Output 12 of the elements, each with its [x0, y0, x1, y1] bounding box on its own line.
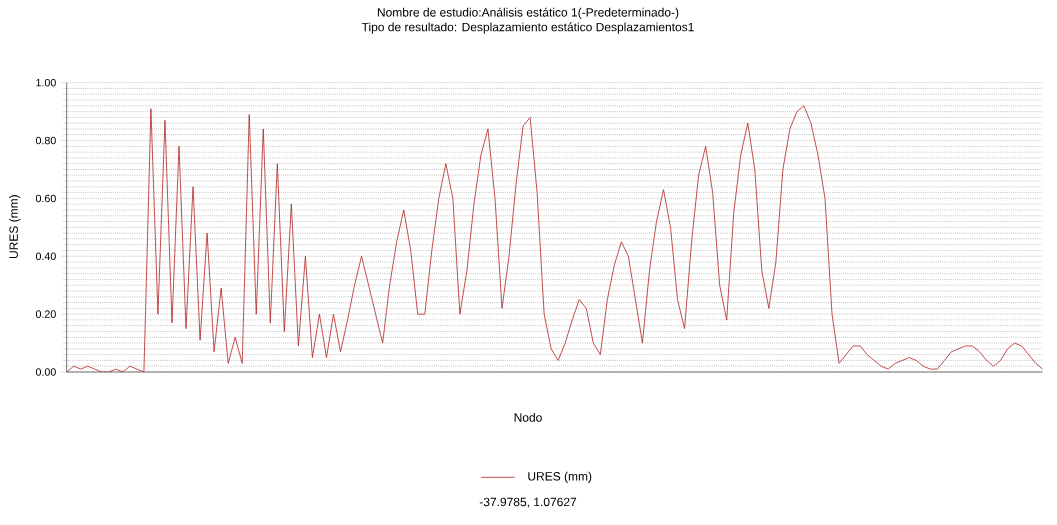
text: -37.9785, 1.07627: [479, 497, 577, 508]
y-tick-label: 0.40: [35, 252, 56, 261]
y-tick-label: 0.00: [35, 368, 56, 376]
y-tick-label: 0.20: [35, 310, 56, 318]
chart-subtitle: Tipo de resultado: Desplazamiento estático Desplazamientos1: [361, 22, 694, 34]
y-tick-label: 0.80: [35, 136, 56, 145]
y-axis-title: URES (mm): [9, 195, 21, 259]
y-tick-label: 1.00: [36, 78, 56, 87]
x-axis-title: Nodo: [514, 412, 542, 422]
legend-label: URES (mm): [528, 471, 592, 483]
chart-title: Nombre de estudio:Análisis estático 1(-Predeterminado-): [377, 7, 679, 19]
y-tick-label: 0.60: [35, 194, 56, 203]
